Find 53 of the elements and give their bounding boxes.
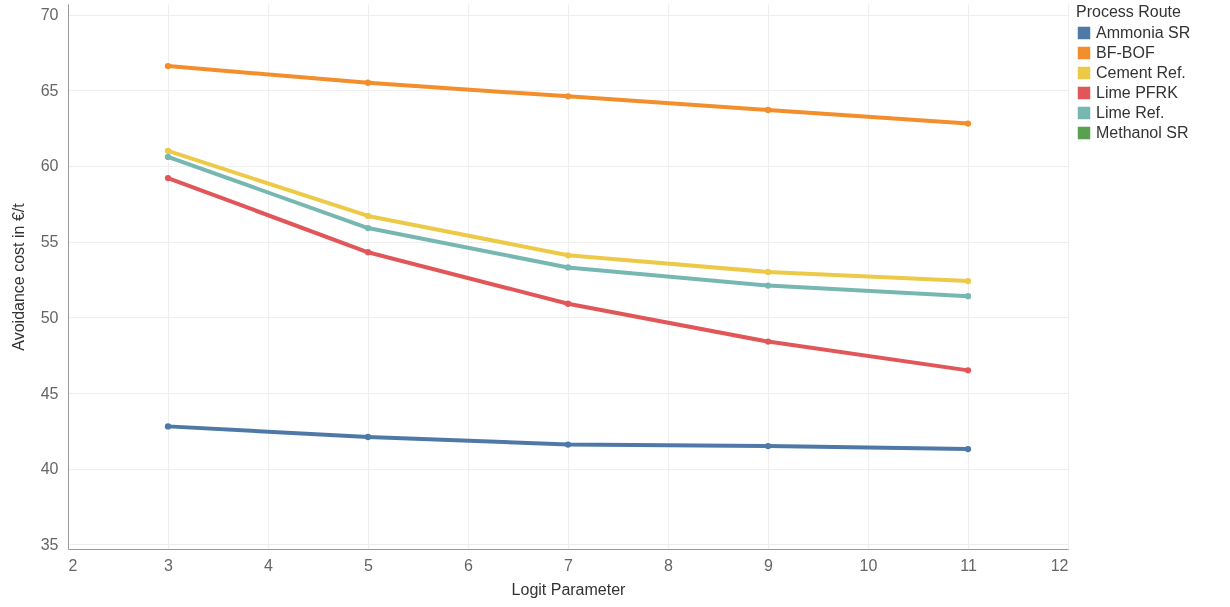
point	[164, 174, 172, 182]
legend-title: Process Route	[1076, 3, 1182, 20]
y-tick-label: 70	[40, 6, 59, 24]
point	[964, 120, 972, 127]
y-tick-label: 35	[40, 535, 59, 553]
point	[564, 300, 572, 307]
legend-label: Lime PFRK	[1096, 84, 1179, 101]
legend-label: BF-BOF	[1096, 44, 1155, 61]
x-tick-label: 4	[264, 556, 274, 574]
x-tick-label: 10	[859, 556, 878, 574]
point	[964, 293, 972, 300]
point	[764, 106, 772, 114]
x-tick-label: 11	[960, 556, 977, 574]
x-tick-label: 5	[364, 556, 374, 574]
point	[564, 252, 572, 259]
x-tick-label: 8	[664, 556, 674, 574]
legend-label: Ammonia SR	[1096, 24, 1191, 41]
point	[564, 441, 572, 448]
y-tick-label: 45	[40, 384, 59, 402]
x-tick-label: 6	[464, 556, 474, 574]
point	[964, 445, 972, 453]
point	[764, 442, 772, 450]
legend-label: Lime Ref.	[1096, 104, 1165, 121]
point	[764, 338, 772, 345]
x-tick-label: 12	[1050, 556, 1069, 574]
x-tick-label: 2	[68, 556, 78, 574]
point	[564, 264, 572, 271]
point	[164, 153, 172, 161]
point	[364, 433, 372, 441]
x-tick-label: 3	[164, 556, 174, 574]
point	[964, 277, 972, 285]
x-axis-title: Logit Parameter	[511, 580, 627, 598]
point	[364, 212, 372, 220]
point	[564, 93, 572, 100]
point	[764, 282, 772, 289]
y-tick-label: 55	[40, 233, 59, 251]
point	[764, 268, 772, 276]
y-tick-label: 50	[40, 308, 59, 326]
legend-label: Methanol SR	[1096, 124, 1189, 141]
point	[964, 367, 972, 374]
legend-label: Cement Ref.	[1096, 64, 1186, 81]
x-tick-label: 7	[564, 556, 574, 574]
y-tick-label: 60	[40, 157, 59, 175]
y-tick-label: 40	[40, 460, 59, 478]
y-axis-title: Avoidance cost in €/t	[9, 202, 27, 351]
point	[164, 423, 172, 430]
point	[364, 224, 372, 232]
point	[164, 147, 172, 154]
point	[364, 79, 372, 86]
y-tick-label: 65	[40, 81, 59, 99]
point	[164, 62, 172, 70]
point	[364, 249, 372, 256]
x-tick-label: 9	[764, 556, 774, 574]
